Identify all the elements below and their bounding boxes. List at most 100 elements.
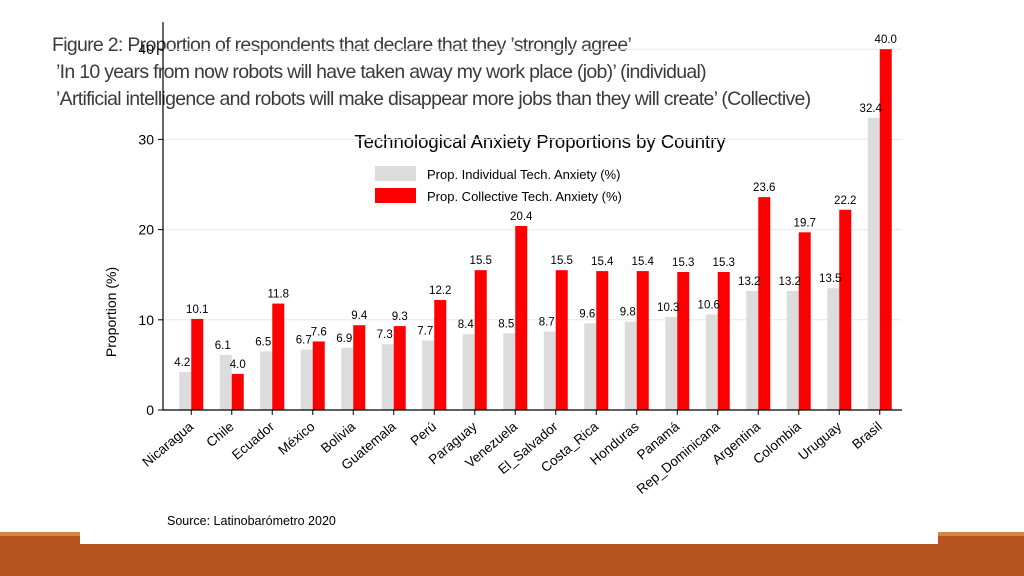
gridlines: [163, 48, 902, 321]
data-label-individual: 13.5: [819, 273, 841, 285]
x-tick-label: Nicaragua: [139, 418, 196, 469]
bar-collective: [798, 232, 811, 410]
data-label-collective: 4.0: [230, 359, 246, 371]
bar-collective: [191, 318, 204, 410]
data-label-individual: 13.2: [738, 276, 760, 288]
bar-collective: [677, 271, 690, 410]
bar-collective: [434, 299, 447, 410]
data-label-collective: 22.2: [834, 195, 856, 207]
x-tick-label: Ecuador: [229, 418, 278, 462]
legend-swatch-collective: [375, 188, 416, 203]
bar-collective: [312, 341, 325, 410]
data-label-collective: 9.4: [351, 310, 368, 322]
bar-individual: [219, 354, 232, 410]
data-label-individual: 9.6: [579, 308, 595, 320]
bar-individual: [341, 347, 354, 410]
x-tick-label: Perú: [408, 419, 439, 449]
data-label-individual: 6.5: [255, 336, 271, 348]
data-label-collective: 15.3: [672, 257, 694, 269]
legend-label-collective: Prop. Collective Tech. Anxiety (%): [427, 189, 622, 204]
data-label-individual: 8.5: [498, 318, 514, 330]
y-axis-label: Proportion (%): [103, 267, 119, 357]
bar-individual: [503, 333, 516, 410]
bar-individual: [705, 314, 718, 410]
data-label-individual: 7.3: [377, 329, 393, 341]
footer-accent-line-right: [938, 532, 1024, 536]
bar-collective: [231, 373, 244, 410]
x-tick-label: Chile: [203, 419, 236, 450]
data-label-individual: 6.7: [296, 335, 312, 347]
data-label-individual: 8.7: [539, 317, 555, 329]
bar-individual: [300, 349, 313, 410]
data-label-individual: 7.7: [417, 326, 433, 338]
data-label-individual: 32.4: [860, 103, 883, 115]
bar-individual: [665, 317, 678, 410]
y-tick-label: 40: [138, 41, 154, 57]
data-label-collective: 23.6: [753, 182, 775, 194]
bar-individual: [624, 321, 637, 410]
data-label-collective: 7.6: [311, 326, 327, 338]
y-tick-label: 0: [146, 402, 154, 418]
bar-individual: [422, 340, 435, 410]
bar-individual: [746, 290, 759, 410]
bar-individual: [381, 344, 394, 410]
chart-title: Technological Anxiety Proportions by Cou…: [354, 131, 726, 152]
bar-individual: [260, 351, 273, 410]
bar-collective: [636, 271, 649, 410]
footer-panel: [80, 530, 938, 544]
bar-individual: [462, 334, 475, 410]
bar-individual: [584, 323, 597, 410]
data-label-individual: 10.3: [657, 302, 679, 314]
footer-accent-line-left: [0, 532, 80, 536]
bar-individual: [543, 331, 556, 410]
x-tick-label: Uruguay: [795, 419, 844, 463]
bar-collective: [555, 270, 568, 410]
bar-collective: [393, 326, 406, 410]
bar-collective: [272, 303, 285, 410]
data-label-collective: 15.3: [713, 257, 735, 269]
data-label-collective: 11.8: [267, 289, 289, 301]
bar-collective: [839, 209, 852, 410]
bars: [179, 49, 892, 410]
data-label-collective: 15.4: [591, 256, 614, 268]
data-labels: 4.2 10.1 6.1 4.0 6.5 11.8 6.77.6 6.9 9.4 7.3 9.3 7.…: [174, 34, 897, 371]
data-label-individual: 9.8: [620, 307, 636, 319]
data-label-individual: 6.9: [336, 333, 352, 345]
y-tick-label: 30: [138, 131, 154, 147]
data-label-individual: 13.2: [779, 276, 801, 288]
data-label-individual: 8.4: [458, 319, 475, 331]
data-label-collective: 40.0: [875, 34, 897, 46]
bar-collective: [879, 49, 892, 410]
bar-individual: [827, 288, 840, 410]
data-label-collective: 15.5: [470, 255, 492, 267]
y-tick-label: 20: [138, 222, 154, 238]
legend-label-individual: Prop. Individual Tech. Anxiety (%): [427, 167, 620, 182]
data-label-individual: 6.1: [215, 340, 231, 352]
caption-line-1: Figure 2: Proportion of respondents that…: [52, 34, 632, 56]
y-tick-label: 10: [138, 312, 154, 328]
data-label-individual: 10.6: [698, 299, 720, 311]
chart-legend: Prop. Individual Tech. Anxiety (%) Prop.…: [375, 166, 622, 204]
bar-collective: [758, 197, 771, 410]
bar-collective: [515, 225, 528, 410]
legend-swatch-individual: [375, 166, 416, 181]
caption-line-3: ’Artificial intelligence and robots will…: [56, 88, 811, 110]
x-tick-label: México: [275, 419, 317, 458]
bar-individual: [867, 117, 880, 410]
bar-collective: [717, 271, 730, 410]
data-label-collective: 15.5: [551, 255, 573, 267]
bar-collective: [474, 270, 487, 410]
bar-individual: [786, 290, 799, 410]
data-label-collective: 19.7: [794, 217, 816, 229]
caption-line-2: ’In 10 years from now robots will have t…: [56, 61, 707, 83]
x-tick-label: Brasil: [849, 419, 885, 452]
data-label-individual: 4.2: [174, 357, 190, 369]
figure-caption: Figure 2: Proportion of respondents that…: [52, 32, 1012, 113]
bar-collective: [596, 271, 609, 410]
data-label-collective: 12.2: [429, 285, 451, 297]
bar-individual: [179, 372, 192, 410]
data-label-collective: 10.1: [186, 304, 208, 316]
source-note: Source: Latinobarómetro 2020: [167, 514, 336, 528]
